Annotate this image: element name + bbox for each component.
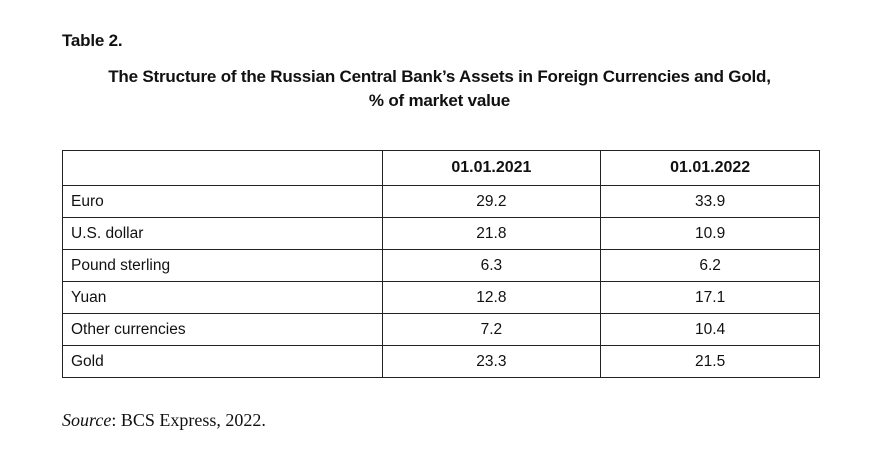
value-2022: 21.5 bbox=[600, 345, 820, 378]
source-note: Source: BCS Express, 2022. bbox=[62, 410, 266, 431]
row-label: Gold bbox=[62, 345, 383, 378]
table-row: U.S. dollar 21.8 10.9 bbox=[62, 217, 820, 250]
row-label: Euro bbox=[62, 185, 383, 218]
table-row: Yuan 12.8 17.1 bbox=[62, 281, 820, 314]
value-2021: 29.2 bbox=[381, 185, 602, 218]
row-label: Other currencies bbox=[62, 313, 383, 346]
value-2022: 6.2 bbox=[600, 249, 820, 282]
table-row: Pound sterling 6.3 6.2 bbox=[62, 249, 820, 282]
value-2021: 7.2 bbox=[381, 313, 602, 346]
assets-structure-table: 01.01.2021 01.01.2022 Euro 29.2 33.9 U.S… bbox=[62, 150, 820, 378]
value-2021: 6.3 bbox=[381, 249, 602, 282]
value-2021: 23.3 bbox=[381, 345, 602, 378]
value-2021: 21.8 bbox=[381, 217, 602, 250]
value-2022: 10.9 bbox=[600, 217, 820, 250]
table-caption-line-2: % of market value bbox=[368, 91, 511, 110]
value-2022: 33.9 bbox=[600, 185, 820, 218]
value-2022: 10.4 bbox=[600, 313, 820, 346]
table-header-row: 01.01.2021 01.01.2022 bbox=[62, 150, 820, 186]
header-2022: 01.01.2022 bbox=[600, 150, 820, 186]
value-2022: 17.1 bbox=[600, 281, 820, 314]
value-2021: 12.8 bbox=[381, 281, 602, 314]
header-corner-cell bbox=[62, 150, 383, 186]
table-row: Gold 23.3 21.5 bbox=[62, 345, 820, 378]
row-label: Yuan bbox=[62, 281, 383, 314]
source-label: Source bbox=[62, 410, 112, 430]
table-caption-line-1: The Structure of the Russian Central Ban… bbox=[108, 67, 771, 86]
row-label: U.S. dollar bbox=[62, 217, 383, 250]
table-row: Other currencies 7.2 10.4 bbox=[62, 313, 820, 346]
header-2021: 01.01.2021 bbox=[381, 150, 602, 186]
table-number: Table 2. bbox=[62, 31, 123, 50]
row-label: Pound sterling bbox=[62, 249, 383, 282]
table-row: Euro 29.2 33.9 bbox=[62, 185, 820, 218]
source-text: : BCS Express, 2022. bbox=[111, 410, 266, 430]
